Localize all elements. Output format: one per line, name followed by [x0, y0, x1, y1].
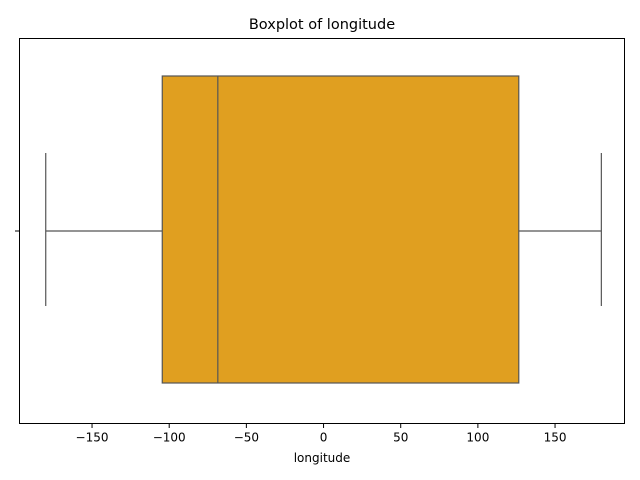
- x-tick-label: 150: [544, 431, 567, 445]
- x-tick-label: 100: [466, 431, 489, 445]
- x-tick-label: −50: [234, 431, 259, 445]
- iqr-box: [161, 75, 520, 384]
- x-axis-label: longitude: [294, 451, 351, 465]
- chart-title: Boxplot of longitude: [249, 17, 395, 33]
- x-tick-label: −100: [153, 431, 186, 445]
- x-tick-label: 0: [320, 431, 328, 445]
- x-tick-label: −150: [76, 431, 109, 445]
- x-tick-label: 50: [393, 431, 408, 445]
